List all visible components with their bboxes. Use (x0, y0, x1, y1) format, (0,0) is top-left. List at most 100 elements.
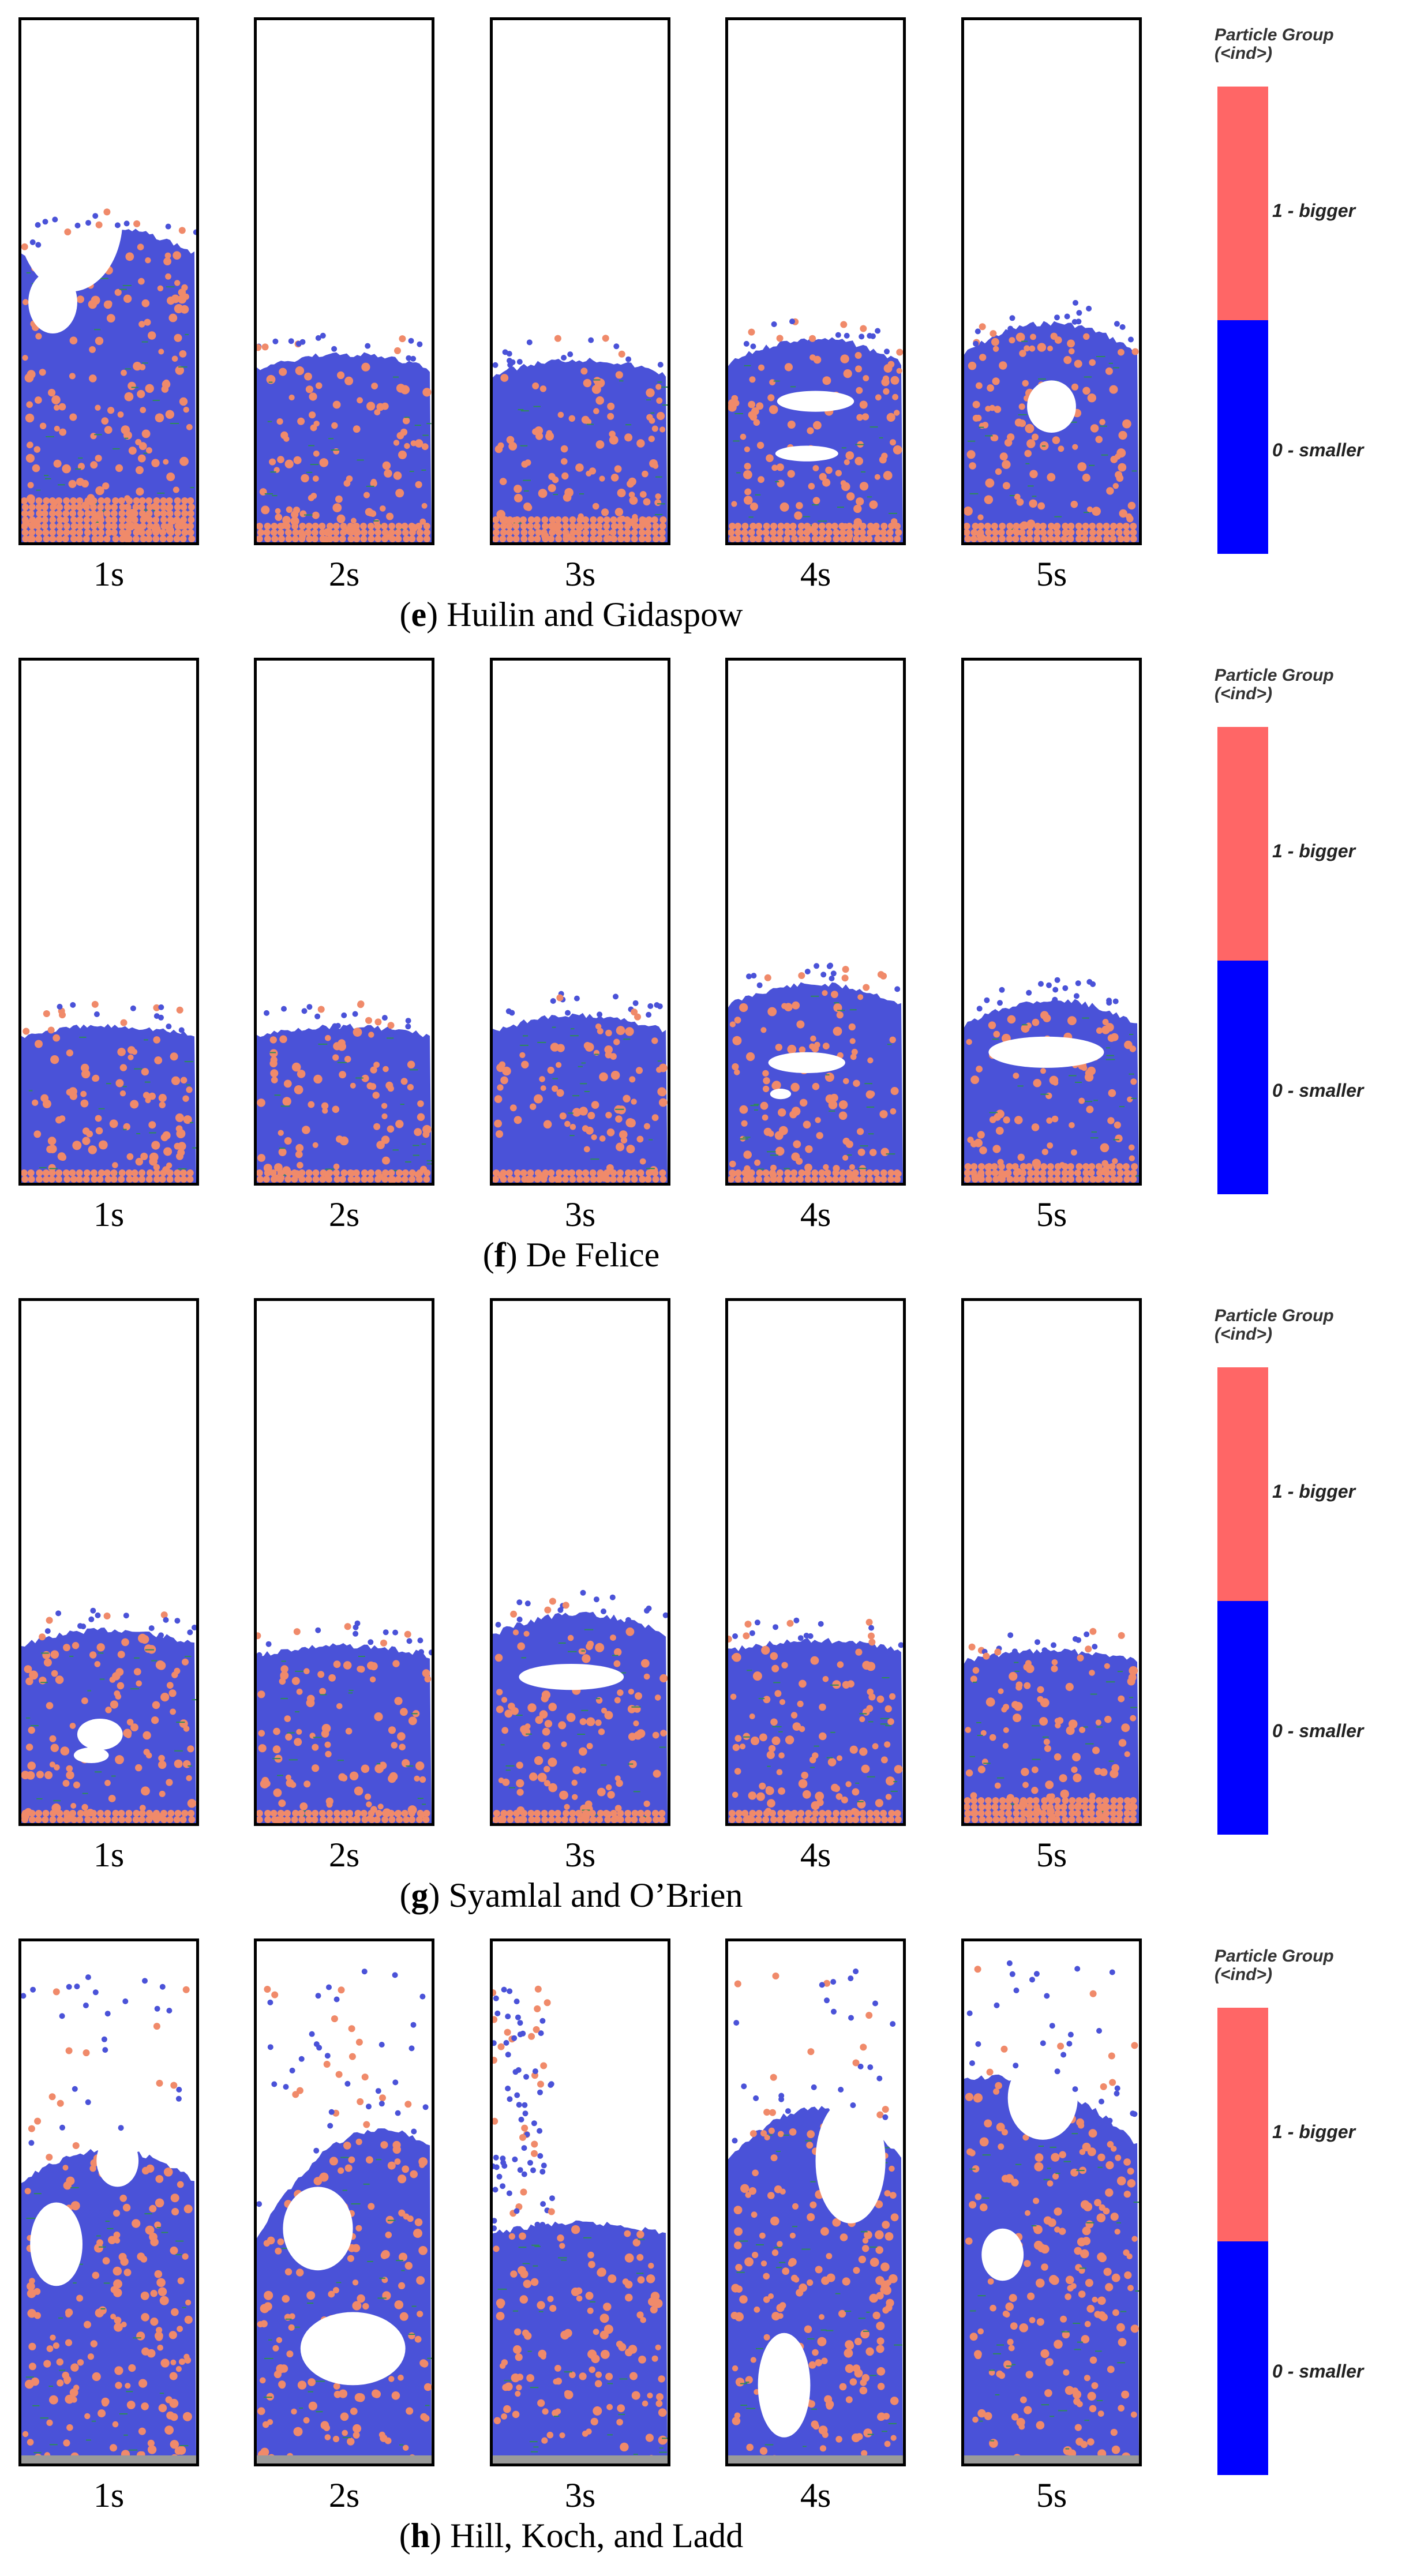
bigger-particle (637, 2276, 645, 2283)
contact-streak (659, 2451, 667, 2453)
bigger-particle (781, 1662, 788, 1668)
bigger-particle (1092, 2296, 1098, 2303)
bigger-particle (343, 2142, 351, 2150)
segregated-bigger-particle (138, 1810, 146, 1817)
bigger-particle (732, 1063, 739, 1071)
bed-bulk (493, 1611, 668, 1823)
ejected-smaller-particle (969, 2060, 975, 2067)
bigger-particle (165, 273, 171, 280)
bigger-particle (768, 2293, 774, 2299)
bigger-particle (980, 2203, 988, 2211)
panel-letter: g (411, 1876, 429, 1914)
bigger-particle (163, 1147, 173, 1156)
bigger-particle (751, 407, 759, 415)
contact-streak (190, 487, 194, 489)
bigger-particle (1008, 2345, 1015, 2352)
segregated-bigger-particle (749, 1810, 756, 1817)
ejected-smaller-particle (35, 222, 41, 228)
ejected-smaller-particle (830, 1979, 837, 1985)
ejected-smaller-particle (1119, 324, 1126, 330)
bigger-particle (293, 507, 301, 514)
ejected-smaller-particle (1038, 981, 1044, 987)
bigger-particle (500, 374, 509, 382)
contact-streak (405, 1161, 411, 1163)
bigger-particle (417, 2311, 423, 2318)
contact-streak (1130, 1707, 1137, 1708)
ejected-bigger-particle (1057, 2042, 1065, 2050)
legend-title: Particle Group (<ind>) (1215, 1307, 1405, 1344)
ejected-bigger-particle (493, 2057, 497, 2064)
segregated-bigger-particle (291, 1176, 298, 1183)
bigger-particle (140, 2255, 148, 2263)
contact-streak (1113, 1139, 1120, 1141)
segregated-bigger-particle (326, 1816, 333, 1823)
segregated-bigger-particle (583, 1176, 590, 1183)
segregated-bigger-particle (292, 529, 299, 536)
bigger-particle (1009, 337, 1015, 344)
bigger-particle (1086, 1105, 1094, 1113)
contact-streak (100, 2308, 106, 2309)
segregated-bigger-particle (597, 516, 604, 523)
segregated-bigger-particle (284, 529, 292, 536)
ejected-smaller-particle (85, 1974, 91, 1981)
segregated-bigger-particle (659, 523, 666, 530)
bigger-particle (752, 2252, 759, 2259)
segregated-bigger-particle (499, 1816, 507, 1823)
ejected-smaller-particle (320, 332, 326, 339)
contact-streak (337, 1062, 347, 1063)
ejected-smaller-particle (353, 1630, 359, 1637)
ejected-bigger-particle (1089, 1990, 1097, 1997)
bigger-particle (989, 404, 996, 411)
bigger-particle (373, 1123, 381, 1130)
ejected-bigger-particle (842, 966, 849, 973)
bigger-particle (282, 2294, 290, 2303)
segregated-bigger-particle (888, 523, 895, 530)
ejected-smaller-particle (516, 1617, 523, 1622)
bigger-particle (132, 2219, 141, 2228)
legend-label-bigger: 1 - bigger (1272, 2121, 1356, 2142)
segregated-bigger-particle (1048, 1797, 1055, 1804)
bigger-particle (790, 2274, 798, 2282)
segregated-bigger-particle (306, 535, 313, 542)
contact-streak (274, 1094, 281, 1096)
segregated-bigger-particle (819, 1176, 826, 1183)
bigger-particle (744, 446, 750, 452)
ejected-smaller-particle (505, 2086, 511, 2091)
bigger-particle (1118, 2405, 1125, 2412)
bigger-particle (1024, 1682, 1031, 1689)
ejected-smaller-particle (514, 2208, 520, 2214)
segregated-bigger-particle (48, 1176, 55, 1183)
bigger-particle (1051, 1659, 1058, 1666)
segregated-bigger-particle (999, 523, 1006, 530)
contact-streak (175, 2240, 184, 2242)
distributor-floor (493, 2455, 668, 2463)
contact-streak (989, 1112, 998, 1113)
ejected-smaller-particle (381, 1015, 388, 1021)
contact-streak (1047, 2168, 1051, 2169)
bigger-particle (92, 1075, 98, 1082)
gas-bubble-void (519, 1664, 624, 1690)
contact-streak (1014, 1670, 1020, 1672)
bigger-particle (271, 1077, 278, 1083)
segregated-bigger-particle (500, 1810, 508, 1817)
ejected-bigger-particle (634, 1013, 641, 1021)
bigger-particle (624, 2280, 633, 2289)
segregated-bigger-particle (742, 535, 749, 542)
contact-streak (1106, 1055, 1114, 1056)
ejected-smaller-particle (272, 338, 279, 344)
bigger-particle (1039, 1717, 1048, 1726)
ejected-smaller-particle (1073, 299, 1078, 306)
bigger-particle (1075, 2438, 1084, 2446)
contact-streak (49, 1168, 58, 1169)
segregated-bigger-particle (804, 1816, 811, 1823)
bigger-particle (380, 2141, 388, 2149)
segregated-bigger-particle (846, 529, 853, 536)
segregated-bigger-particle (112, 497, 119, 504)
bigger-particle (151, 1141, 160, 1150)
bigger-particle (57, 1152, 66, 1161)
ejected-smaller-particle (507, 358, 512, 364)
bigger-particle (631, 1098, 637, 1105)
bigger-particle (734, 2412, 741, 2419)
ejected-smaller-particle (829, 976, 835, 981)
bigger-particle (324, 1741, 331, 1748)
